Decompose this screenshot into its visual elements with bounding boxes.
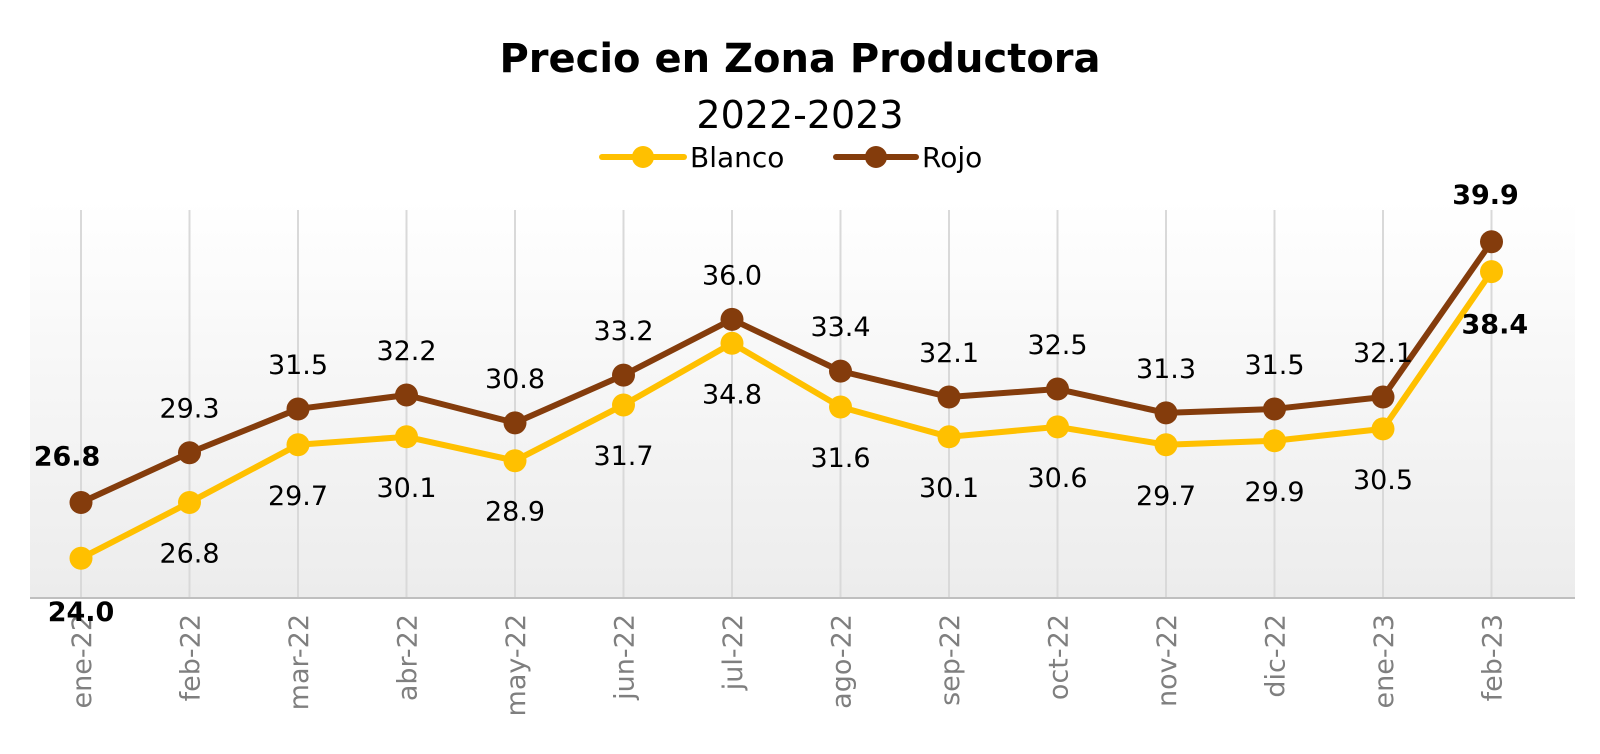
data-label-rojo-feb-22: 29.3	[159, 394, 219, 425]
point-rojo-ene-22	[69, 490, 93, 514]
point-blanco-ene-23	[1371, 417, 1395, 441]
data-label-blanco-may-22: 28.9	[485, 497, 545, 528]
point-blanco-jun-22	[612, 393, 635, 417]
point-blanco-feb-23	[1480, 260, 1503, 284]
series-layer	[69, 230, 1503, 570]
data-label-rojo-nov-22: 31.3	[1136, 354, 1196, 385]
x-tick-label-mar-22: mar-22	[284, 614, 315, 710]
point-rojo-mar-22	[286, 397, 310, 421]
point-rojo-jul-22	[720, 307, 744, 331]
x-tick-label-dic-22: dic-22	[1261, 614, 1292, 698]
point-blanco-feb-22	[178, 490, 201, 514]
data-label-blanco-abr-22: 30.1	[376, 473, 436, 504]
legend-item-blanco: Blanco	[599, 141, 784, 174]
point-rojo-abr-22	[395, 383, 418, 407]
legend-marker-rojo	[865, 146, 887, 168]
data-label-blanco-dic-22: 29.9	[1244, 477, 1304, 508]
point-rojo-oct-22	[1046, 377, 1069, 401]
chart-title: Precio en Zona Productora	[499, 36, 1100, 82]
x-tick-label-nov-22: nov-22	[1152, 614, 1183, 707]
point-rojo-jun-22	[612, 363, 635, 387]
point-blanco-mar-22	[286, 433, 310, 457]
x-axis-tick-labels: ene-22 feb-22 mar-22 abr-22 may-22 jun-22 jul-…	[67, 614, 1509, 716]
x-tick-label-jun-22: jun-22	[610, 614, 641, 701]
data-labels: 24.0 26.8 29.7 30.1 28.9 31.7 34.8 31.6 30.1 30.6…	[34, 180, 1528, 628]
point-blanco-ago-22	[829, 395, 852, 419]
data-label-blanco-jul-22: 34.8	[702, 379, 762, 410]
x-tick-label-feb-22: feb-22	[176, 614, 207, 701]
plot-area	[30, 200, 1575, 598]
point-rojo-ago-22	[829, 359, 852, 383]
data-label-blanco-oct-22: 30.6	[1027, 463, 1087, 494]
data-label-blanco-ago-22: 31.6	[810, 443, 870, 474]
point-rojo-may-22	[503, 411, 527, 435]
data-label-rojo-abr-22: 32.2	[376, 336, 436, 367]
series-line-rojo	[79, 240, 1494, 506]
point-blanco-nov-22	[1154, 433, 1178, 457]
x-tick-label-ene-22: ene-22	[67, 614, 98, 708]
point-rojo-sep-22	[937, 385, 961, 409]
data-label-blanco-jun-22: 31.7	[593, 441, 653, 472]
data-label-blanco-sep-22: 30.1	[919, 473, 979, 504]
point-blanco-may-22	[503, 449, 527, 473]
x-tick-label-jul-22: jul-22	[718, 614, 749, 691]
data-label-blanco-ene-22: 24.0	[48, 597, 115, 628]
data-label-rojo-ene-23: 32.1	[1353, 338, 1413, 369]
legend-label-rojo: Rojo	[922, 141, 982, 174]
point-rojo-feb-22	[178, 441, 201, 465]
data-label-blanco-feb-22: 26.8	[159, 538, 219, 569]
data-label-blanco-feb-23: 38.4	[1462, 310, 1529, 341]
legend-item-rojo: Rojo	[833, 141, 982, 174]
point-blanco-oct-22	[1046, 415, 1069, 439]
x-tick-label-ago-22: ago-22	[827, 614, 858, 709]
data-label-rojo-ene-22: 26.8	[34, 441, 101, 472]
data-label-rojo-mar-22: 31.5	[268, 350, 328, 381]
x-tick-label-abr-22: abr-22	[393, 614, 424, 701]
data-label-blanco-nov-22: 29.7	[1136, 481, 1196, 512]
point-blanco-jul-22	[720, 331, 744, 355]
point-blanco-ene-22	[69, 546, 93, 570]
x-tick-label-oct-22: oct-22	[1044, 614, 1075, 700]
x-tick-label-ene-23: ene-23	[1369, 614, 1400, 708]
point-rojo-feb-23	[1480, 230, 1503, 254]
data-label-rojo-dic-22: 31.5	[1244, 350, 1304, 381]
legend-label-blanco: Blanco	[690, 141, 784, 174]
x-tick-label-sep-22: sep-22	[935, 614, 966, 706]
point-rojo-dic-22	[1263, 397, 1286, 421]
point-blanco-sep-22	[937, 425, 961, 449]
data-label-rojo-jul-22: 36.0	[702, 260, 762, 291]
data-label-rojo-may-22: 30.8	[485, 364, 545, 395]
data-label-rojo-jun-22: 33.2	[593, 316, 653, 347]
legend-marker-blanco	[632, 146, 654, 168]
point-rojo-ene-23	[1371, 385, 1395, 409]
series-line-blanco	[79, 269, 1494, 561]
point-rojo-nov-22	[1154, 401, 1178, 425]
chart-subtitle: 2022-2023	[696, 93, 903, 137]
x-tick-label-feb-23: feb-23	[1478, 614, 1509, 701]
data-label-rojo-feb-23: 39.9	[1452, 180, 1519, 211]
point-blanco-abr-22	[395, 425, 418, 449]
data-label-rojo-ago-22: 33.4	[810, 312, 870, 343]
x-tick-label-may-22: may-22	[501, 614, 532, 716]
data-label-rojo-sep-22: 32.1	[919, 338, 979, 369]
data-label-rojo-oct-22: 32.5	[1027, 330, 1087, 361]
data-label-blanco-mar-22: 29.7	[268, 481, 328, 512]
legend: Blanco Rojo	[599, 141, 982, 174]
data-label-blanco-ene-23: 30.5	[1353, 465, 1413, 496]
point-blanco-dic-22	[1263, 429, 1286, 453]
